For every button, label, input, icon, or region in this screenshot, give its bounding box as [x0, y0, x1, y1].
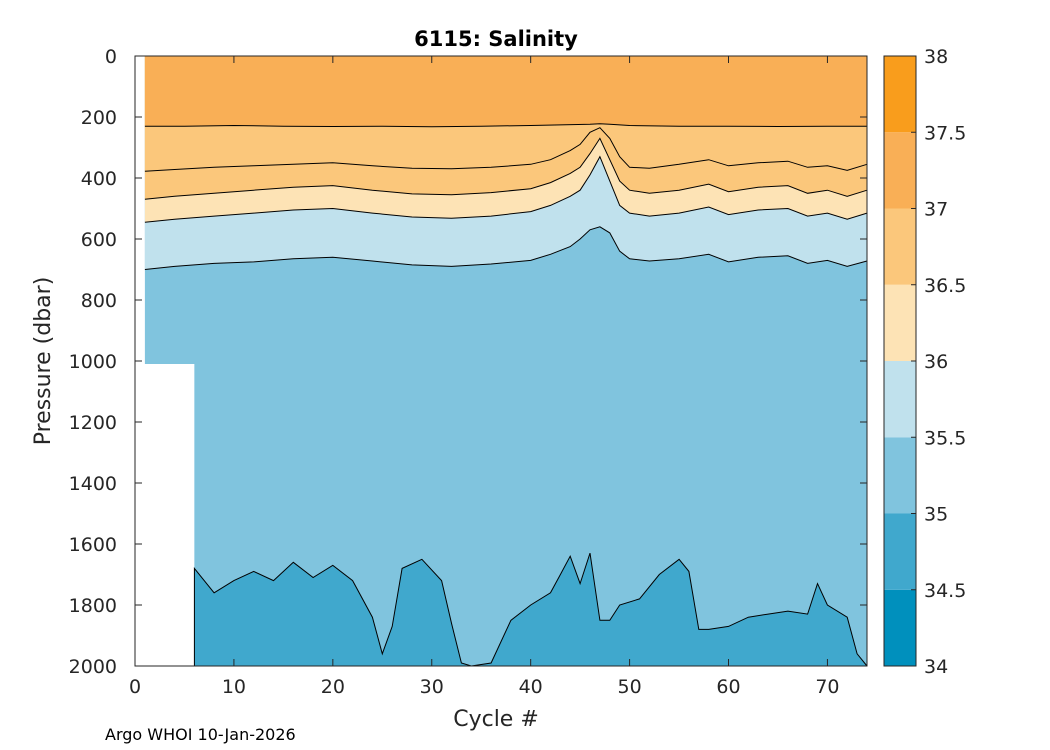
colorbar-segment — [884, 437, 916, 514]
band-34.5-35 — [194, 553, 867, 666]
colorbar: 34 34.5 35 35.5 36 36.5 37 37.5 38 — [883, 46, 966, 678]
x-tick-label: 70 — [815, 676, 839, 698]
footer-credit: Argo WHOI 10-Jan-2026 — [105, 725, 296, 744]
contour-line-36 — [144, 137, 868, 200]
y-axis: 0 200 400 600 800 1000 1200 1400 1600 1800 2000 — [69, 46, 867, 678]
y-tick-label: 400 — [81, 168, 117, 190]
y-tick-label: 1600 — [69, 534, 117, 556]
y-axis-label: Pressure (dbar) — [31, 277, 56, 446]
colorbar-tick-label: 36 — [924, 351, 948, 373]
y-tick-label: 1400 — [69, 473, 117, 495]
chart-title: 6115: Salinity — [414, 27, 578, 51]
contour-line-35.5 — [144, 155, 868, 223]
x-tick-label: 20 — [321, 676, 345, 698]
colorbar-segment — [884, 589, 916, 666]
contour-line-36.5 — [144, 127, 868, 172]
x-tick-label: 60 — [716, 676, 740, 698]
contour-line-34.5 — [193, 552, 868, 667]
colorbar-tick-label: 35.5 — [924, 427, 966, 449]
x-tick-label: 10 — [222, 676, 246, 698]
colorbar-tick-label: 37.5 — [924, 122, 966, 144]
y-tick-label: 2000 — [69, 656, 117, 678]
contour-lines — [144, 123, 868, 667]
colorbar-tick-label: 35 — [924, 504, 948, 526]
contour-layers — [144, 56, 867, 666]
y-tick-label: 1200 — [69, 412, 117, 434]
y-tick-label: 0 — [105, 46, 117, 68]
y-tick-label: 1800 — [69, 595, 117, 617]
colorbar-tick-label: 38 — [924, 46, 948, 68]
band-37-37.5 — [144, 56, 867, 127]
colorbar-segment — [884, 284, 916, 361]
x-tick-label: 40 — [519, 676, 543, 698]
colorbar-segment — [884, 513, 916, 590]
colorbar-tick-label: 34.5 — [924, 580, 966, 602]
y-tick-label: 800 — [81, 290, 117, 312]
colorbar-tick-label: 37 — [924, 199, 948, 221]
colorbar-segment — [884, 208, 916, 285]
colorbar-tick-label: 34 — [924, 656, 948, 678]
contour-line-35 — [144, 226, 868, 270]
x-tick-label: 0 — [129, 676, 141, 698]
colorbar-segment — [884, 132, 916, 209]
y-tick-label: 1000 — [69, 351, 117, 373]
x-tick-label: 50 — [618, 676, 642, 698]
x-axis: 0 10 20 30 40 50 60 70 — [129, 56, 840, 698]
colorbar-segment — [884, 56, 916, 133]
x-tick-label: 30 — [420, 676, 444, 698]
contour-line-37 — [144, 123, 867, 128]
x-axis-label: Cycle # — [453, 707, 539, 732]
y-tick-label: 200 — [81, 107, 117, 129]
y-tick-label: 600 — [81, 229, 117, 251]
colorbar-segment — [884, 361, 916, 438]
colorbar-tick-label: 36.5 — [924, 275, 966, 297]
